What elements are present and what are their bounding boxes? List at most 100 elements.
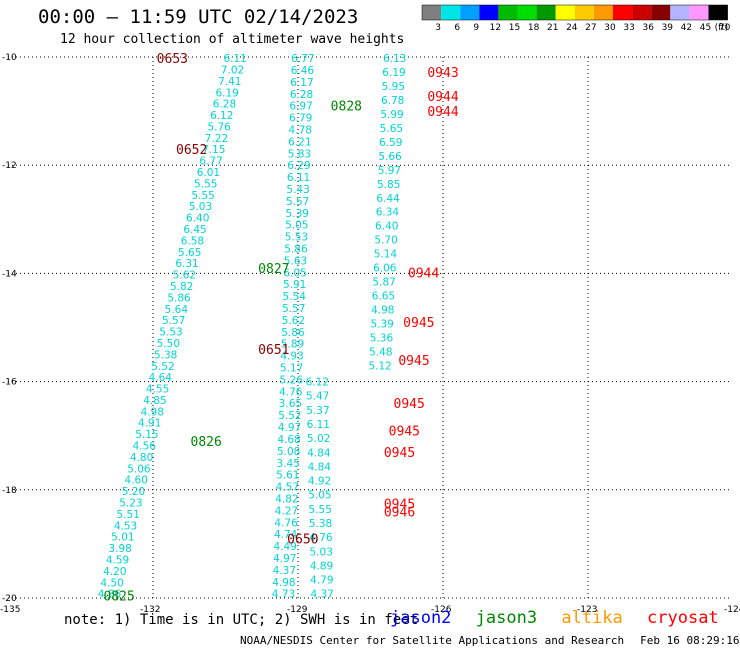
wave-height-value: 4.59 (106, 554, 129, 566)
wave-height-value: 4.79 (310, 575, 333, 587)
colorbar-label: 9 (473, 23, 479, 33)
colorbar-unit: (ft) (715, 23, 729, 33)
pass-time-label: 0943 (427, 66, 458, 81)
colorbar-label: 45 (700, 23, 711, 33)
pass-time-label: 0945 (398, 354, 429, 369)
wave-height-value: 6.77 (199, 156, 222, 168)
satellite-legend: jason2 jason3 altika cryosat s3a (390, 608, 740, 628)
wave-height-value: 5.83 (288, 148, 311, 160)
colorbar-swatch (536, 5, 556, 20)
wave-height-value: 5.14 (374, 249, 398, 261)
y-tick-label: -14 (2, 269, 17, 279)
pass-time-label: 0653 (157, 52, 188, 67)
wave-height-value: 5.01 (111, 532, 134, 544)
wave-height-value: 6.46 (291, 65, 315, 77)
colorbar-label: 12 (490, 23, 501, 33)
wave-height-value: 6.40 (375, 221, 398, 233)
wave-height-value: 3.98 (108, 543, 131, 555)
wave-height-value: 4.92 (308, 476, 331, 488)
wave-height-value: 5.51 (117, 509, 140, 521)
wave-height-value: 7.02 (221, 64, 244, 76)
colorbar-swatch (498, 5, 518, 20)
pass-time-label: 0945 (394, 397, 425, 412)
wave-height-value: 5.12 (368, 360, 391, 372)
wave-height-value: 5.55 (194, 178, 217, 190)
pass-time-label: 0827 (258, 262, 289, 277)
wave-height-value: 6.11 (307, 419, 330, 431)
colorbar-swatch (422, 5, 442, 20)
colorbar-swatch (708, 5, 728, 20)
wave-height-value: 5.91 (283, 279, 306, 291)
wave-height-value: 4.37 (273, 565, 296, 577)
wave-height-value: 6.34 (376, 207, 400, 219)
colorbar-label: 18 (528, 23, 540, 33)
colorbar-swatch (555, 5, 575, 20)
wave-height-value: 4.68 (277, 434, 300, 446)
wave-height-value: 5.86 (284, 244, 308, 256)
wave-height-value: 4.84 (308, 461, 332, 473)
wave-height-value: 6.77 (291, 53, 314, 65)
pass-time-label: 0945 (389, 424, 420, 439)
chart-subtitle: 12 hour collection of altimeter wave hei… (60, 32, 405, 47)
colorbar-label: 27 (585, 23, 596, 33)
wave-height-value: 6.05 (283, 267, 306, 279)
colorbar-label: 33 (623, 23, 634, 33)
wave-height-value: 6.58 (181, 235, 204, 247)
wave-height-value: 6.11 (287, 172, 310, 184)
wave-height-value: 5.03 (310, 546, 333, 558)
pass-time-label: 0944 (408, 266, 439, 281)
wave-height-value: 5.48 (369, 346, 392, 358)
wave-height-value: 6.28 (213, 99, 236, 111)
wave-height-value: 4.80 (130, 452, 153, 464)
pass-time-label: 0945 (403, 316, 434, 331)
wave-height-value: 5.52 (151, 361, 174, 373)
colorbar-swatch (689, 5, 709, 20)
wave-height-value: 6.31 (175, 258, 198, 270)
colorbar-label: 15 (509, 23, 520, 33)
credit-timestamp: Feb 16 08:29:16 UTC 2023 (640, 634, 740, 647)
wave-height-value: 6.13 (383, 53, 406, 65)
wave-height-value: 6.11 (223, 53, 246, 65)
wave-height-value: 5.02 (307, 433, 330, 445)
wave-height-value: 4.78 (289, 124, 312, 136)
pass-time-label: 0944 (427, 105, 458, 120)
wave-height-value: 5.08 (277, 446, 300, 458)
wave-height-value: 6.06 (373, 263, 397, 275)
wave-height-value: 6.01 (197, 167, 220, 179)
wave-height-value: 6.78 (381, 95, 404, 107)
wave-height-value: 4.57 (276, 482, 299, 494)
colorbar-label: 21 (547, 23, 558, 33)
wave-height-value: 5.53 (159, 327, 182, 339)
colorbar-label: 3 (435, 23, 441, 33)
colorbar-label: 36 (642, 23, 654, 33)
wave-height-value: 4.53 (114, 520, 137, 532)
wave-height-value: 5.64 (165, 304, 189, 316)
pass-time-label: 0825 (104, 589, 135, 604)
x-tick-label: -123 (577, 605, 597, 615)
wave-height-value: 4.49 (274, 541, 297, 553)
wave-height-value: 4.97 (273, 553, 296, 565)
wave-height-value: 4.50 (100, 577, 123, 589)
wave-height-value: 4.91 (138, 418, 161, 430)
wave-height-value: 5.61 (276, 470, 299, 482)
wave-height-value: 5.52 (278, 410, 301, 422)
wave-height-value: 4.84 (307, 447, 331, 459)
wave-height-value: 5.66 (378, 151, 402, 163)
wave-height-value: 5.55 (191, 190, 214, 202)
footer-credit: NOAA/NESDIS Center for Satellite Applica… (240, 634, 740, 647)
wave-height-value: 5.36 (370, 332, 394, 344)
wave-height-value: 5.62 (173, 270, 196, 282)
wave-height-value: 6.12 (210, 110, 233, 122)
wave-height-value: 5.63 (284, 255, 307, 267)
wave-height-value: 4.98 (371, 304, 394, 316)
colorbar-swatch (632, 5, 652, 20)
legend-jason3: jason3 (475, 608, 538, 628)
wave-height-value: 5.55 (309, 504, 332, 516)
wave-height-value: 4.73 (272, 589, 295, 601)
wave-height-value: 7.15 (202, 144, 225, 156)
wave-height-value: 6.17 (290, 77, 313, 89)
wave-height-value: 5.15 (135, 429, 158, 441)
legend-cryosat: cryosat (647, 608, 719, 628)
wave-height-value: 4.27 (275, 505, 298, 517)
